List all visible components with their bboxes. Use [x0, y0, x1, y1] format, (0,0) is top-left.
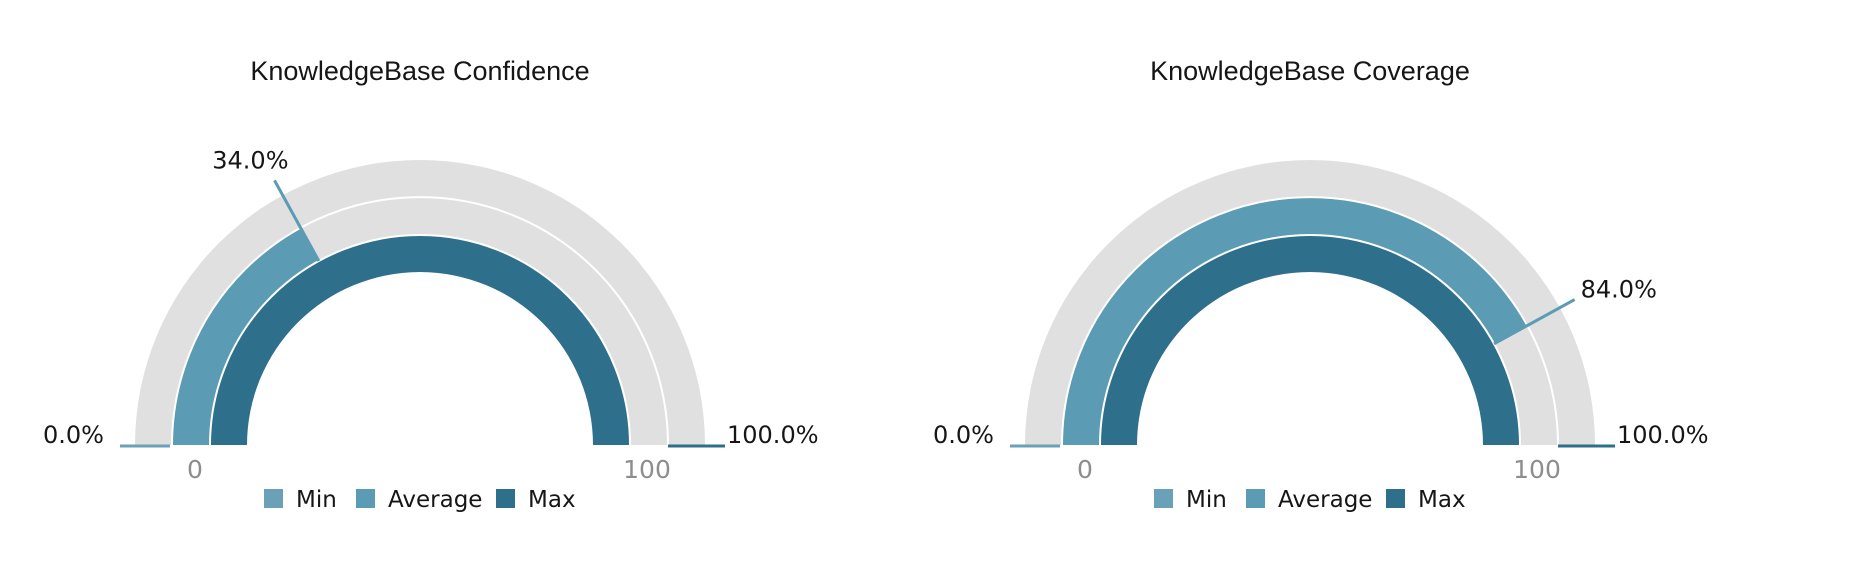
- gauge-arcs: 0.0% 100.0% 34.0%: [43, 146, 819, 449]
- tick-label-max: 100: [1513, 455, 1561, 484]
- ring-separator: [171, 196, 669, 446]
- gauge-panel-confidence: KnowledgeBase Confidence 0.0% 100.0% 34.0%…: [0, 0, 880, 580]
- legend: Min Average Max: [1154, 487, 1466, 513]
- chart-title: KnowledgeBase Coverage: [1150, 56, 1470, 86]
- tick-label-min: 0: [187, 455, 203, 484]
- gauge-arc-average: [1062, 197, 1528, 445]
- tick-label-max: 100: [623, 455, 671, 484]
- callout-label-min: 0.0%: [933, 421, 994, 449]
- callout-label-min: 0.0%: [43, 421, 104, 449]
- callout-label-max: 100.0%: [727, 421, 819, 449]
- legend-swatch-min: [264, 489, 283, 508]
- legend-swatch-max: [1386, 489, 1405, 508]
- gauge-arc-max: [1100, 235, 1520, 445]
- gauge-arc-max: [210, 235, 630, 445]
- callout-label-max: 100.0%: [1617, 421, 1709, 449]
- legend-label-min: Min: [1186, 487, 1227, 513]
- callout-label-average: 34.0%: [212, 146, 288, 174]
- legend-label-min: Min: [296, 487, 337, 513]
- chart-title: KnowledgeBase Confidence: [250, 56, 589, 86]
- legend-label-average: Average: [1278, 487, 1372, 513]
- callout-line-average: [273, 179, 321, 262]
- gauge-chart-coverage: KnowledgeBase Coverage 0.0% 100.0% 84.0% 0…: [933, 56, 1709, 513]
- gauge-arc-average: [172, 227, 319, 445]
- gauge-track: [135, 160, 705, 445]
- legend-swatch-max: [496, 489, 515, 508]
- gauge-chart-confidence: KnowledgeBase Confidence 0.0% 100.0% 34.0%…: [43, 56, 819, 513]
- ring-separator: [1061, 196, 1559, 446]
- callout-line-average: [1493, 298, 1576, 346]
- legend-label-max: Max: [1418, 487, 1466, 513]
- ring-separator: [1099, 234, 1521, 446]
- ring-separator: [209, 234, 631, 446]
- gauge-arcs: 0.0% 100.0% 84.0%: [933, 160, 1709, 449]
- legend-label-max: Max: [528, 487, 576, 513]
- legend: Min Average Max: [264, 487, 576, 513]
- tick-label-min: 0: [1077, 455, 1093, 484]
- legend-swatch-average: [1246, 489, 1265, 508]
- gauge-track: [1025, 160, 1595, 445]
- legend-swatch-min: [1154, 489, 1173, 508]
- legend-label-average: Average: [388, 487, 482, 513]
- callout-label-average: 84.0%: [1581, 276, 1657, 304]
- legend-swatch-average: [356, 489, 375, 508]
- gauge-panel-coverage: KnowledgeBase Coverage 0.0% 100.0% 84.0% 0…: [890, 0, 1770, 580]
